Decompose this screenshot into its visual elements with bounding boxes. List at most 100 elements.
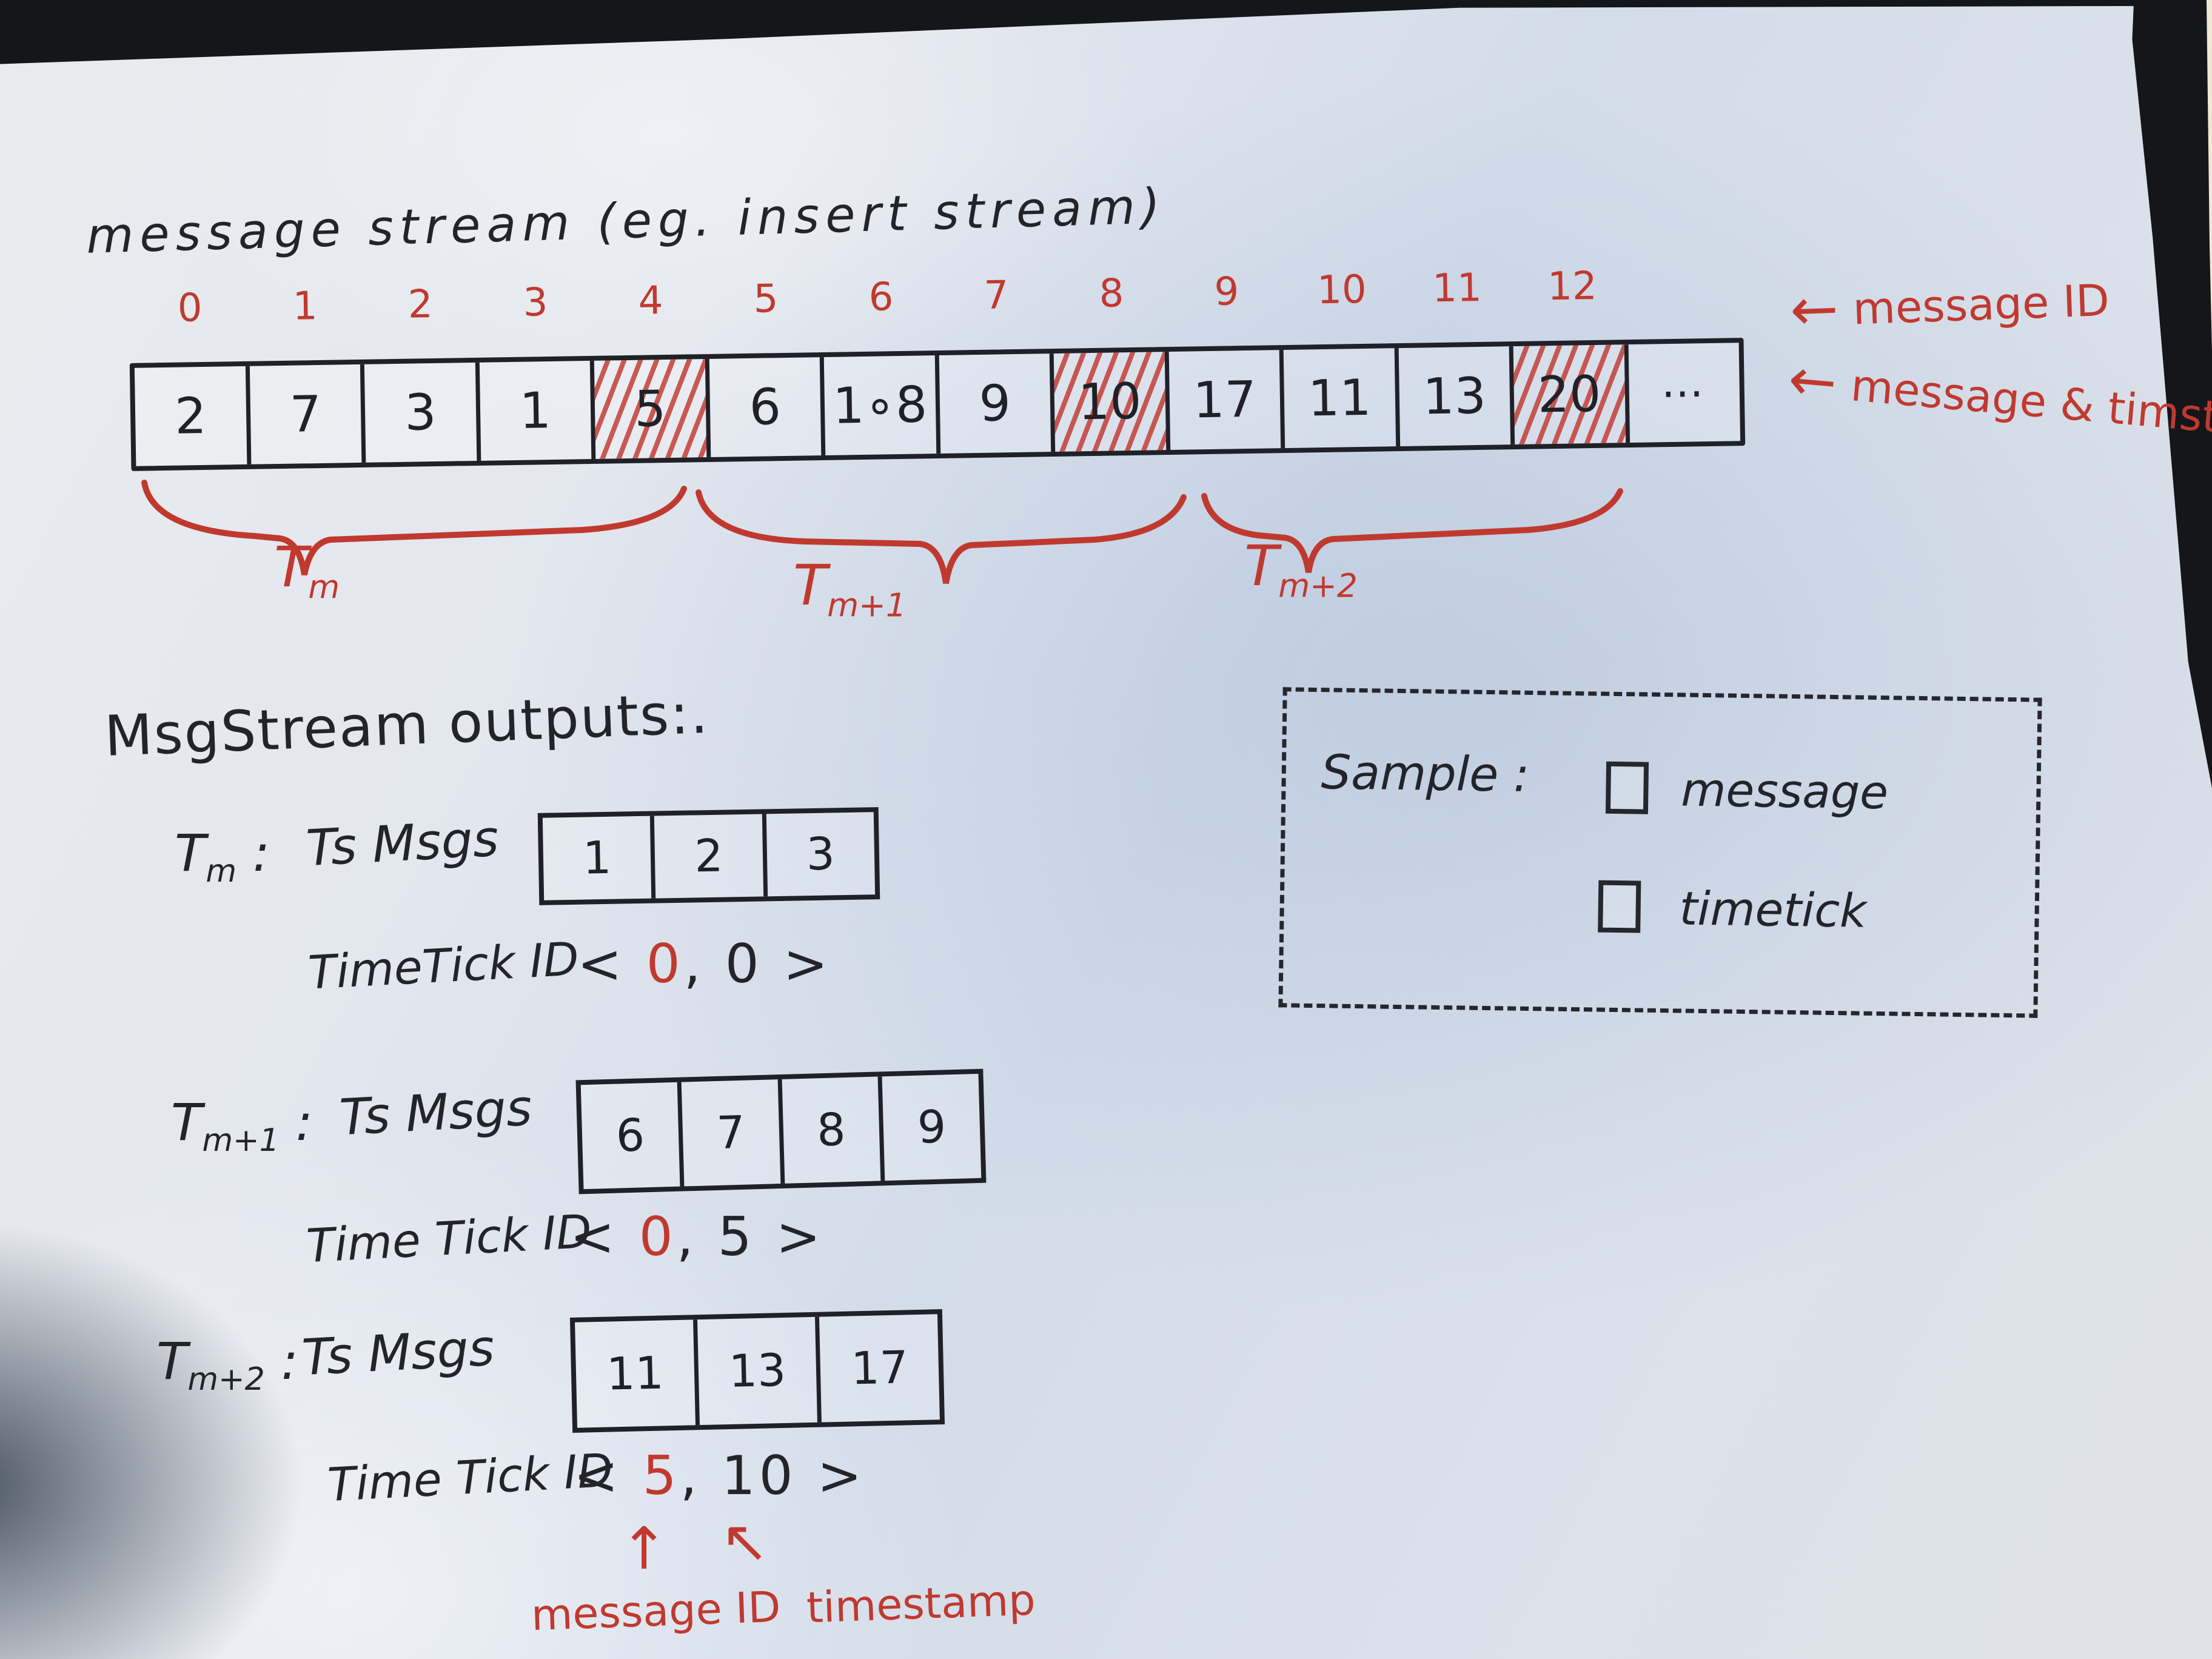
window-label-base: T [156,1332,188,1391]
ts-msgs-box-tm2: 11 13 17 [569,1309,945,1433]
tick-timestamp: 0 [725,933,763,995]
window-label-sub: m [206,853,237,890]
up-arrow-icon: ↑ [620,1515,669,1583]
stream-index: 9 [1214,269,1239,315]
tick-message-id: 0 [646,933,684,995]
ts-msg-cell: 3 [805,828,836,881]
window-label-sub: m [308,568,340,606]
left-arrow-icon: ← [1785,346,1840,417]
window-label-tm2: Tm+2 [1244,534,1358,605]
annotation-message-id: ← message ID [1789,266,2110,344]
legend-timetick-label: timetick [1679,881,1867,938]
stream-cell-timetick: 10 [1053,352,1170,452]
stream-index-ellipsis-slot [1629,261,1745,308]
stream-index: 2 [407,282,434,327]
stream-cell-message: 9 [939,353,1056,454]
message-square-icon [1605,761,1649,814]
ts-msgs-label: Ts Msgs [338,1079,534,1147]
stream-index: 7 [984,273,1009,318]
ts-msgs-box-tm1: 6 7 8 9 [575,1068,987,1195]
stream-index: 4 [638,278,663,324]
stream-cell-timetick: 20 [1513,344,1630,445]
window-label-sub: m+2 [187,1361,265,1398]
left-arrow-icon: ← [1789,275,1840,344]
window-label-sub: m+2 [1278,566,1358,605]
stream-index: 5 [753,276,779,322]
window-label-base: T [274,535,309,600]
comma: , [680,1444,701,1507]
pointer-timestamp-label: timestamp [805,1575,1036,1633]
stream-cell-ellipsis: ⋯ [1660,367,1708,418]
colon: : [295,1093,313,1152]
annotation-message-id-label: message ID [1852,274,2111,335]
comma: , [683,933,705,995]
legend-message-label: message [1680,762,1889,820]
stream-index: 8 [1099,271,1124,317]
stream-index: 12 [1547,263,1598,310]
stream-cell-message: 3 [364,362,481,463]
tick-timestamp: 5 [717,1205,756,1268]
tick-message-id: 0 [638,1205,677,1268]
output-row-tm-label: Tm : [175,823,270,890]
ts-msg-cell: 9 [916,1101,947,1154]
ts-msg-cell: 6 [580,1082,685,1190]
stream-cell-message: 1 [479,360,596,461]
stream-index: 1 [292,284,318,329]
stream-index: 11 [1432,265,1483,312]
ts-msg-cell: 13 [697,1316,822,1426]
angle-open: < [577,933,626,995]
pointer-message-id-label: message ID [530,1581,782,1641]
stream-cell-message: 1∘8 [823,355,940,455]
ts-msg-cell: 1 [542,816,656,900]
stream-index: 10 [1316,267,1367,313]
window-label-sub: m+1 [827,586,907,625]
output-row-tm1-label: Tm+1 : [171,1093,313,1159]
stream-cell-message: 11 [1283,348,1400,449]
window-label-tm: Tm [274,535,340,606]
colon: : [252,823,270,883]
stream-cell-message: 13 [1398,346,1515,447]
window-label-base: T [793,553,828,618]
ts-msgs-label: Ts Msgs [300,1319,496,1387]
window-label-sub: m+1 [202,1122,280,1159]
legend-box: Sample : message timetick [1278,687,2042,1018]
window-label-tm1: Tm+1 [793,553,907,624]
timetick-id-value-tm2: < 5, 10 > [574,1444,865,1507]
stream-cell-timetick: 5 [594,358,711,459]
timetick-id-value-tm: < 0, 0 > [577,933,831,995]
stream-index: 3 [523,280,549,326]
tick-timestamp: 10 [721,1444,797,1507]
angle-open: < [574,1444,622,1507]
stream-cell-message: 7 [249,364,366,464]
ts-msg-cell: 2 [654,814,768,899]
colon: : [281,1332,298,1391]
second-paper-sliver [2207,0,2212,352]
timetick-id-value-tm1: < 0, 5 > [570,1205,824,1268]
stream-cell-message: 17 [1168,350,1285,450]
angle-close: > [817,1444,866,1507]
window-label-base: T [1244,534,1279,598]
ts-msg-cell: 8 [782,1076,885,1184]
ts-msg-cell: 11 [575,1319,700,1428]
angle-close: > [776,1205,825,1268]
angle-close: > [783,933,832,995]
ts-msgs-box-tm: 1 2 3 [537,807,880,905]
window-label-base: T [171,1093,203,1152]
stream-cell-message: 6 [709,357,826,457]
ts-msg-cell: 17 [850,1341,909,1395]
timetick-hatched-square-icon [1598,880,1641,933]
angle-open: < [570,1205,618,1268]
up-left-arrow-icon: ↖ [720,1507,769,1575]
stream-cell-message: 2 [134,366,251,466]
ts-msg-cell: 7 [681,1079,785,1187]
ts-msgs-label: Ts Msgs [304,809,500,878]
comma: , [676,1205,697,1268]
output-row-tm2-label: Tm+2 : [156,1332,298,1398]
stream-index: 6 [868,275,894,320]
legend-title: Sample : [1321,745,1530,803]
stream-index: 0 [177,286,203,331]
window-label-base: T [175,823,206,883]
tick-message-id: 5 [642,1444,680,1507]
